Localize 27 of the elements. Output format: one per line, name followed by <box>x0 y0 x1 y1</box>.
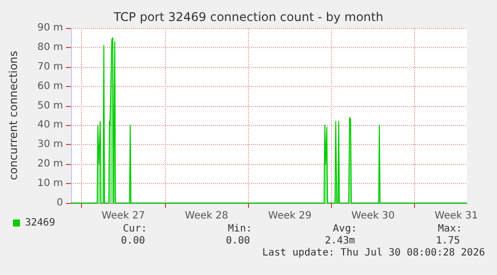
y-tick-label: 90 m <box>37 22 63 34</box>
x-tick-label: Week 28 <box>184 210 228 222</box>
text: Max: <box>438 224 462 234</box>
y-tick-label: 30 m <box>37 139 63 150</box>
x-tick-label: Week 29 <box>268 210 312 222</box>
y-tick-label: 0 <box>56 198 63 208</box>
y-tick-label: 70 m <box>37 61 63 72</box>
text: Last update: Thu Jul 30 08:00:28 2026 <box>262 248 485 258</box>
y-tick-label: 60 m <box>37 80 63 92</box>
y-axis-title: concurrent connections <box>7 50 20 180</box>
text: Min: <box>228 224 252 234</box>
x-tick-label: Week 30 <box>351 210 395 222</box>
y-tick-label: 50 m <box>37 100 63 112</box>
text: 2.43m <box>324 236 355 246</box>
y-tick-label: 80 m <box>37 42 63 53</box>
text: Avg: <box>332 224 357 234</box>
y-tick-label: 20 m <box>37 158 63 170</box>
text: 0.00 <box>120 236 145 246</box>
text: Cur: <box>122 224 147 234</box>
chart-title: TCP port 32469 connection count - by month <box>112 10 384 24</box>
legend-label: 32469 <box>25 218 56 228</box>
text: 0.00 <box>226 236 250 246</box>
y-tick-label: 10 m <box>37 178 63 190</box>
x-tick-label: Week 31 <box>434 210 478 222</box>
x-tick-label: Week 27 <box>102 210 145 222</box>
y-tick-label: 40 m <box>37 120 63 131</box>
text: 1.75 <box>436 236 460 246</box>
